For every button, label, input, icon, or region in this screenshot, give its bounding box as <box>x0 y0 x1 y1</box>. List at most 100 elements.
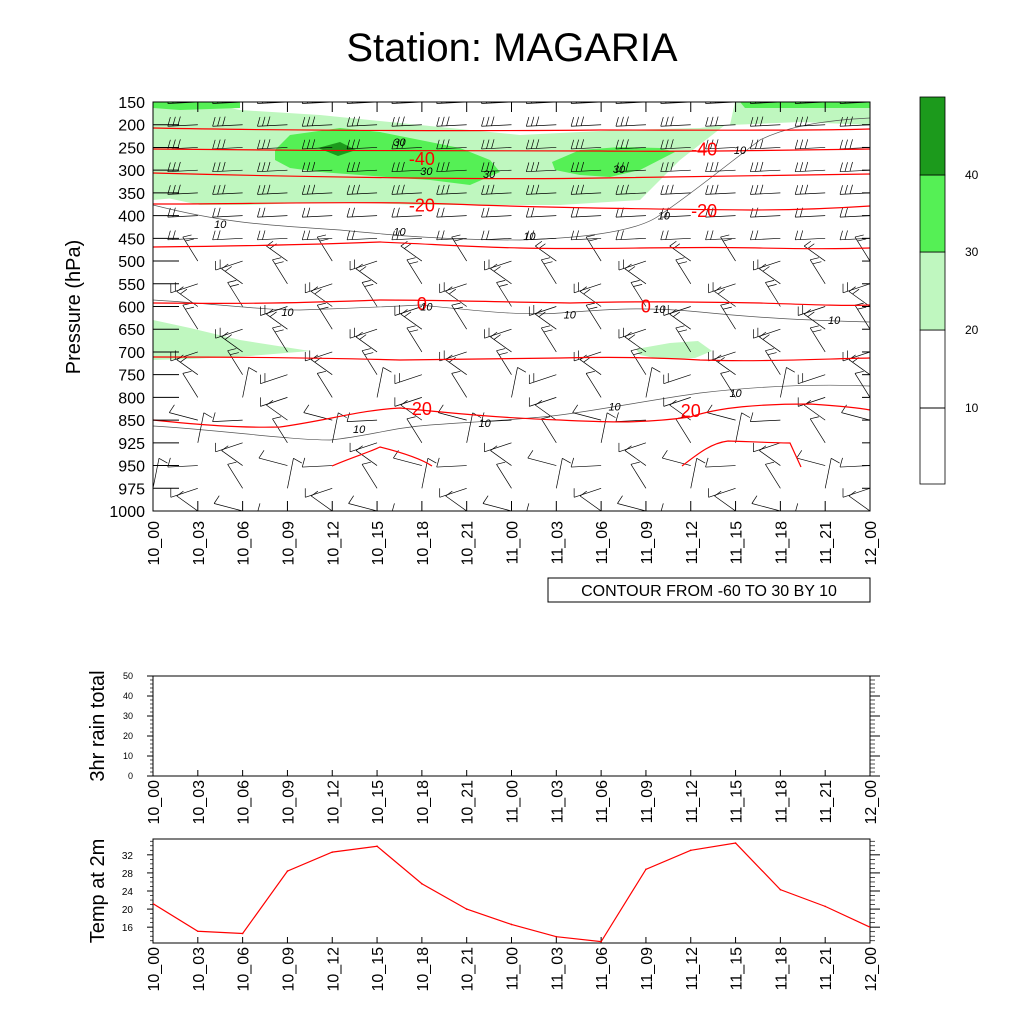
wind-barb <box>394 373 422 384</box>
temperature-contour-label: 20 <box>681 401 701 421</box>
time-tick-label: 11_15 <box>729 521 746 564</box>
wind-barb <box>355 263 378 285</box>
wind-barb <box>406 325 423 353</box>
wind-barb <box>227 461 243 489</box>
wind-barb <box>527 450 557 466</box>
time-axis-cross: 10_00 10_03 10_06 10_09 10_12 10_15 10_18 10_21… <box>146 102 880 566</box>
wind-barb <box>301 207 333 218</box>
wind-barb <box>331 412 347 443</box>
wind-barb <box>765 280 781 307</box>
wind-barb <box>394 397 422 407</box>
wind-barb <box>570 161 602 173</box>
wind-barb <box>490 331 512 353</box>
temp-tick-label: 24 <box>122 887 134 898</box>
wind-barb <box>361 280 378 307</box>
wind-barb <box>304 282 333 294</box>
wind-barb <box>197 412 213 443</box>
wind-barb <box>511 367 527 398</box>
pressure-tick-label: 300 <box>118 163 145 180</box>
wind-barb <box>714 286 736 307</box>
humidity-contour-label: 10 <box>658 211 671 223</box>
time-tick-label: 11_18 <box>773 521 790 564</box>
pressure-tick-label: 600 <box>118 300 145 317</box>
humidity-fill-30 <box>153 180 210 200</box>
wind-barb <box>759 331 781 353</box>
wind-barb <box>400 400 423 421</box>
time-tick-label: 11_06 <box>594 947 611 990</box>
humidity-contour-label: 30 <box>420 166 433 178</box>
temperature-contour <box>153 127 870 132</box>
wind-barb <box>585 234 602 262</box>
pressure-tick-label: 975 <box>118 481 145 498</box>
wind-barb <box>439 282 467 294</box>
wind-barb <box>751 495 781 511</box>
wind-barb <box>705 161 736 173</box>
time-tick-label: 12_00 <box>863 521 880 566</box>
time-tick-label: 11_03 <box>549 780 566 823</box>
wind-barb <box>809 416 826 444</box>
temperature-contour-label: -40 <box>409 149 435 169</box>
temp-series <box>153 842 870 943</box>
wind-barb <box>720 234 736 262</box>
wind-barb <box>361 348 378 375</box>
wind-barb <box>258 450 288 466</box>
wind-barb <box>391 207 422 218</box>
wind-barb <box>750 116 781 127</box>
wind-barb <box>675 257 692 284</box>
wind-barb <box>794 139 826 150</box>
wind-barb <box>624 263 647 285</box>
humidity-fill-layer <box>153 102 870 360</box>
wind-barb <box>346 207 378 218</box>
wind-barb <box>301 116 333 127</box>
wind-barb <box>528 373 557 384</box>
wind-barb <box>176 490 199 511</box>
time-tick-label: 11_09 <box>639 780 656 823</box>
wind-barb <box>406 416 423 444</box>
wind-barb <box>176 286 199 307</box>
wind-barb <box>750 412 781 422</box>
wind-barb <box>570 457 602 468</box>
wind-barb <box>555 457 571 489</box>
wind-barb <box>346 161 378 173</box>
time-tick-label: 10_00 <box>146 947 163 992</box>
time-tick-label: 11_00 <box>505 780 522 823</box>
wind-barb <box>705 457 736 468</box>
time-tick-label: 12_00 <box>863 947 880 992</box>
wind-barb <box>714 490 736 511</box>
rain-panel-frame <box>152 675 871 777</box>
wind-barb <box>316 234 333 262</box>
humidity-contour-label: 10 <box>523 231 536 243</box>
temperature-contour-label: 0 <box>641 297 651 317</box>
temperature-contour <box>153 299 870 306</box>
wind-barb <box>663 397 691 407</box>
wind-barb <box>809 325 826 353</box>
wind-barb <box>570 116 602 127</box>
wind-barb <box>541 416 557 444</box>
wind-barb <box>451 234 467 262</box>
wind-barb <box>272 325 288 353</box>
wind-barb <box>301 139 333 150</box>
wind-barb <box>484 442 512 453</box>
pressure-tick-label: 250 <box>118 140 145 157</box>
wind-barb <box>615 207 646 218</box>
time-tick-label: 11_09 <box>639 947 656 990</box>
pressure-tick-label: 350 <box>118 186 145 203</box>
wind-barb <box>579 286 602 307</box>
wind-barb <box>266 240 288 262</box>
wind-barb <box>753 442 781 453</box>
temp-point <box>421 882 423 885</box>
wind-barb <box>708 350 736 362</box>
wind-barb <box>481 139 512 150</box>
humidity-contour-10 <box>153 299 870 323</box>
wind-barb <box>481 184 512 195</box>
temp-axis-title: Temp at 2m <box>87 839 109 943</box>
wind-barb <box>212 139 243 150</box>
temp-point <box>286 870 289 872</box>
wind-barb <box>570 184 602 195</box>
wind-barb <box>316 370 333 398</box>
rain-tick-label: 0 <box>128 771 133 781</box>
wind-barb <box>260 305 288 316</box>
wind-barb <box>869 441 870 443</box>
wind-barb <box>705 184 736 195</box>
